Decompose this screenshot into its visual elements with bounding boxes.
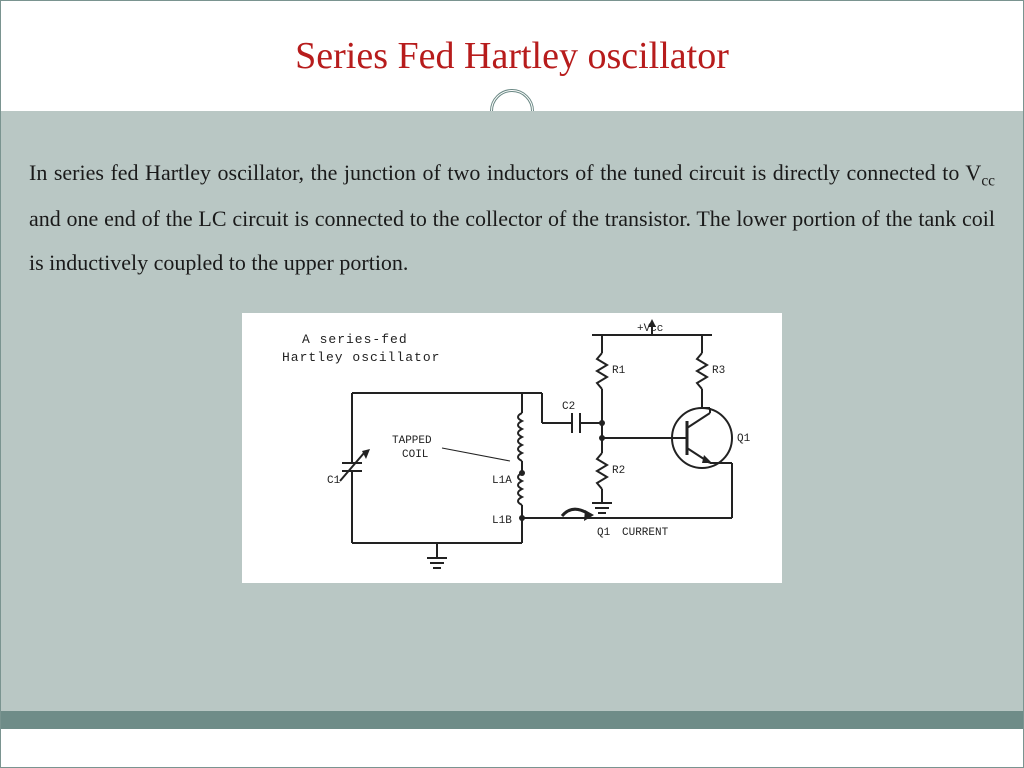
desc-sub: cc (981, 172, 995, 189)
label-c2: C2 (562, 401, 575, 413)
slide-title: Series Fed Hartley oscillator (295, 34, 729, 78)
label-q1cur: Q1 (597, 527, 611, 539)
label-r3: R3 (712, 365, 725, 377)
circuit-svg: A series-fed Hartley oscillator +Vcc R1 … (242, 313, 782, 583)
label-current: CURRENT (622, 527, 669, 539)
bottom-bar (1, 711, 1023, 729)
label-l1a: L1A (492, 475, 512, 487)
label-q1: Q1 (737, 433, 751, 445)
label-tapped: TAPPED (392, 435, 432, 447)
desc-part2: and one end of the LC circuit is connect… (29, 206, 995, 275)
desc-part1: In series fed Hartley oscillator, the ju… (29, 160, 981, 185)
diagram-caption-1: A series-fed (302, 332, 408, 347)
label-coil: COIL (402, 449, 428, 461)
circuit-diagram: A series-fed Hartley oscillator +Vcc R1 … (242, 313, 782, 583)
label-r1: R1 (612, 365, 626, 377)
body-area: In series fed Hartley oscillator, the ju… (1, 111, 1023, 729)
label-l1b: L1B (492, 515, 512, 527)
label-c1: C1 (327, 475, 341, 487)
label-r2: R2 (612, 465, 625, 477)
slide: Series Fed Hartley oscillator In series … (0, 0, 1024, 768)
description-text: In series fed Hartley oscillator, the ju… (29, 151, 995, 285)
diagram-caption-2: Hartley oscillator (282, 350, 440, 365)
